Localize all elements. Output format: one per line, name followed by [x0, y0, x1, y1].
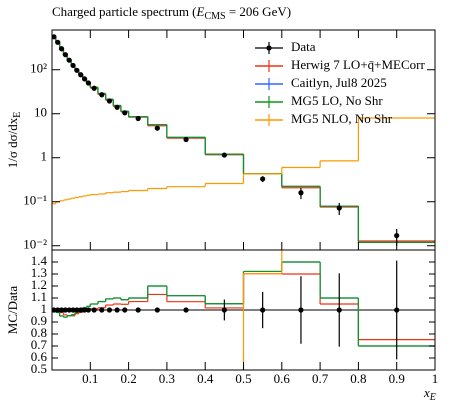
data-point	[58, 46, 65, 52]
title-sub: CMS	[204, 11, 225, 22]
y-tick-label: 10⁻²	[23, 237, 47, 252]
ratio-y-label: MC/Data	[5, 286, 20, 335]
x-tick-label: 0.7	[312, 371, 329, 386]
ylabel-text: 1/σ dσ/dx	[5, 117, 20, 168]
chart-title: Charged particle spectrum (ECMS = 206 Ge…	[52, 4, 291, 22]
ratio-data-point	[394, 307, 400, 313]
data-point	[52, 34, 57, 40]
ratio-data-point	[336, 307, 342, 313]
x-tick-label: 0.3	[159, 371, 175, 386]
x-tick-label: 0.9	[389, 371, 405, 386]
ratio-data-point	[66, 307, 72, 313]
y-tick-label: 1	[41, 149, 48, 164]
ratio-data-point	[81, 307, 88, 313]
data-point	[66, 57, 72, 63]
data-point	[55, 39, 61, 45]
data-point	[78, 72, 84, 78]
ratio-data-point	[298, 307, 304, 313]
ratio-y-tick-label: 0.9	[31, 313, 47, 328]
x-tick-label: 0.5	[235, 371, 251, 386]
ratio-y-tick-label: 1.2	[31, 277, 47, 292]
ratio-data-point	[62, 307, 69, 313]
legend: Data Herwig 7 LO+q̄+MECorr Caitlyn, Jul8 2…	[255, 39, 425, 126]
data-point	[394, 232, 400, 239]
data-point	[99, 92, 105, 98]
ratio-y-tick-label: 0.5	[31, 361, 47, 376]
ratio-y-tick-label: 1.1	[31, 289, 47, 304]
data-point	[122, 110, 128, 116]
x-tick-label: 0.6	[274, 371, 291, 386]
ratio-data-point	[154, 307, 160, 313]
ratio-data-point	[58, 307, 65, 313]
legend-label: Data	[291, 39, 316, 54]
ratio-data-point	[183, 307, 189, 313]
ratio-data-point	[78, 307, 84, 313]
legend-label: MG5 LO, No Shr	[291, 93, 383, 108]
ratio-data-point	[91, 307, 97, 313]
ratio-data-point	[260, 307, 266, 313]
data-point	[91, 85, 97, 91]
x-tick-label: 0.1	[82, 371, 98, 386]
legend-label: Caitlyn, Jul8 2025	[291, 75, 387, 90]
title-var: E	[196, 4, 205, 19]
x-tick-label: 1	[432, 371, 439, 386]
legend-label: Herwig 7 LO+q̄+MECorr	[291, 57, 425, 72]
ratio-data-point	[221, 307, 227, 313]
ratio-y-tick-label: 1	[41, 301, 48, 316]
data-point	[221, 152, 227, 158]
data-point	[336, 205, 342, 211]
data-point	[85, 80, 91, 86]
data-point	[70, 62, 76, 69]
ratio-y-tick-label: 0.6	[31, 349, 48, 364]
y-tick-label: 10⁻¹	[23, 193, 47, 208]
ratio-y-tick-label: 1.4	[31, 253, 48, 268]
data-point	[135, 115, 141, 122]
ratio-data-point	[135, 307, 141, 313]
ratio-data-point	[122, 307, 128, 313]
ratio-data-point	[114, 307, 120, 313]
ratio-data-point	[70, 307, 76, 313]
xlabel-sub: E	[429, 392, 436, 403]
data-point	[154, 125, 160, 131]
axes: 10⁻²10⁻¹11010²0.50.60.70.80.911.11.21.31…	[23, 30, 438, 386]
ratio-frame	[51, 249, 436, 371]
ratio-data-point	[85, 307, 91, 313]
data-point	[183, 136, 189, 143]
y-axis-label: 1/σ dσ/dxE	[5, 112, 23, 169]
ylabel-sub: E	[12, 112, 23, 118]
ratio-y-tick-label: 0.7	[31, 337, 48, 352]
x-tick-label: 0.2	[120, 371, 136, 386]
data-point	[106, 98, 113, 104]
x-axis-label: xE	[423, 385, 436, 403]
legend-marker	[266, 45, 272, 51]
ratio-data-point	[74, 307, 80, 313]
data-point	[62, 52, 69, 58]
ratio-plot	[52, 250, 435, 370]
legend-label: MG5 NLO, No Shr	[291, 111, 393, 126]
x-tick-label: 0.8	[350, 371, 366, 386]
title-rest: = 206 GeV)	[226, 4, 291, 19]
ratio-y-tick-label: 1.3	[31, 265, 47, 280]
data-point	[114, 104, 120, 110]
data-point	[74, 67, 80, 73]
ratio-y-tick-label: 0.8	[31, 325, 47, 340]
y-tick-label: 10²	[30, 61, 47, 76]
data-point	[260, 176, 266, 182]
y-tick-label: 10	[34, 105, 47, 120]
x-tick-label: 0.4	[197, 371, 214, 386]
ratio-data-point	[99, 307, 105, 313]
ratio-data-point	[106, 307, 113, 313]
xlabel-text: x	[423, 385, 430, 400]
data-point	[298, 190, 304, 196]
title-text: Charged particle spectrum (	[52, 4, 197, 19]
data-point	[81, 76, 88, 82]
